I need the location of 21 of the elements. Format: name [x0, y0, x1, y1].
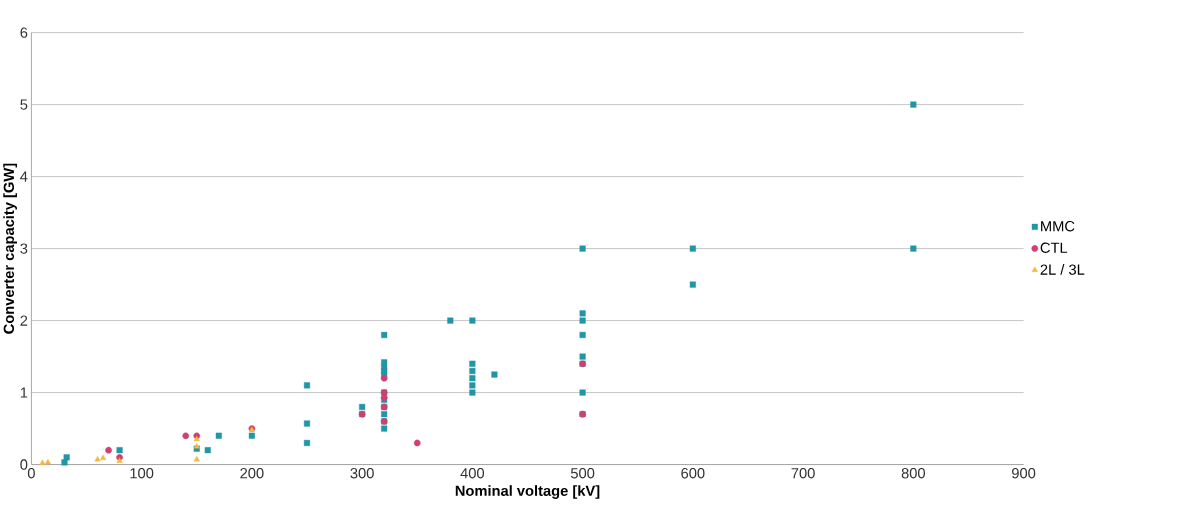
x-tick-label: 200: [240, 467, 264, 479]
x-tick-label: 100: [130, 467, 154, 479]
x-tick-label: 300: [350, 467, 374, 479]
legend-label: CTL: [1040, 242, 1068, 253]
y-axis-title: Converter capacity [GW]: [3, 163, 17, 334]
legend-label: 2L / 3L: [1040, 263, 1085, 275]
y-tick-label: 3: [20, 243, 28, 254]
x-tick-label: 600: [681, 467, 705, 479]
x-axis-title: Nominal voltage [kV]: [455, 485, 600, 499]
x-tick-label: 800: [901, 467, 926, 479]
y-tick-label: 4: [20, 171, 28, 182]
x-tick-label: 900: [1012, 467, 1036, 479]
y-tick-label: 2: [20, 315, 28, 326]
x-tick-label: 700: [791, 467, 815, 479]
y-tick-label: 0: [20, 459, 28, 470]
x-tick-label: 400: [460, 467, 485, 479]
y-tick-label: 5: [20, 99, 28, 110]
y-tick-label: 1: [20, 387, 28, 398]
y-tick-label: 6: [20, 27, 28, 38]
x-tick-label: 500: [570, 467, 595, 479]
legend-label: MMC: [1041, 220, 1075, 232]
